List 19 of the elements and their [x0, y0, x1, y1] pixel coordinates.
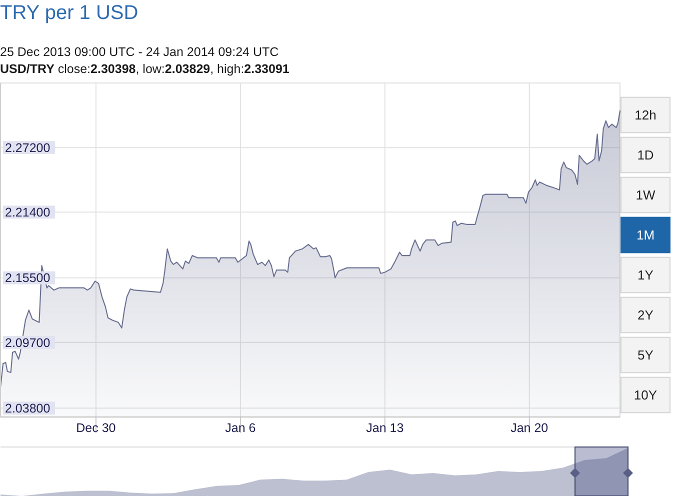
- chart-title: TRY per 1 USD: [0, 2, 138, 24]
- y-tick-label: 2.03800: [5, 401, 50, 416]
- button: 10Y: [620, 376, 670, 414]
- chart-subtitle: 25 Dec 2013 09:00 UTC - 24 Jan 2014 09:24 UTC USD/TRY close:2.30398, low:2.03829, high:2.33091: [0, 45, 290, 76]
- x-tick-label: Jan 6: [225, 421, 256, 435]
- x-tick-label: Jan 20: [510, 421, 548, 435]
- y-tick-label: 2.21400: [5, 206, 50, 220]
- y-tick-label: 2.09700: [5, 336, 50, 350]
- button: 12h: [620, 96, 670, 134]
- x-tick-label: Jan 13: [366, 421, 404, 435]
- button: 1Y: [620, 256, 670, 294]
- button: 1W: [620, 176, 670, 214]
- button: 5Y: [620, 336, 670, 374]
- y-tick-label: 2.27200: [5, 140, 50, 155]
- button: 2Y: [620, 296, 670, 334]
- y-tick-label: 2.15500: [5, 271, 50, 286]
- x-tick-label: Dec 30: [76, 421, 116, 435]
- button: 1M: [620, 216, 670, 254]
- button: 1D: [620, 136, 670, 174]
